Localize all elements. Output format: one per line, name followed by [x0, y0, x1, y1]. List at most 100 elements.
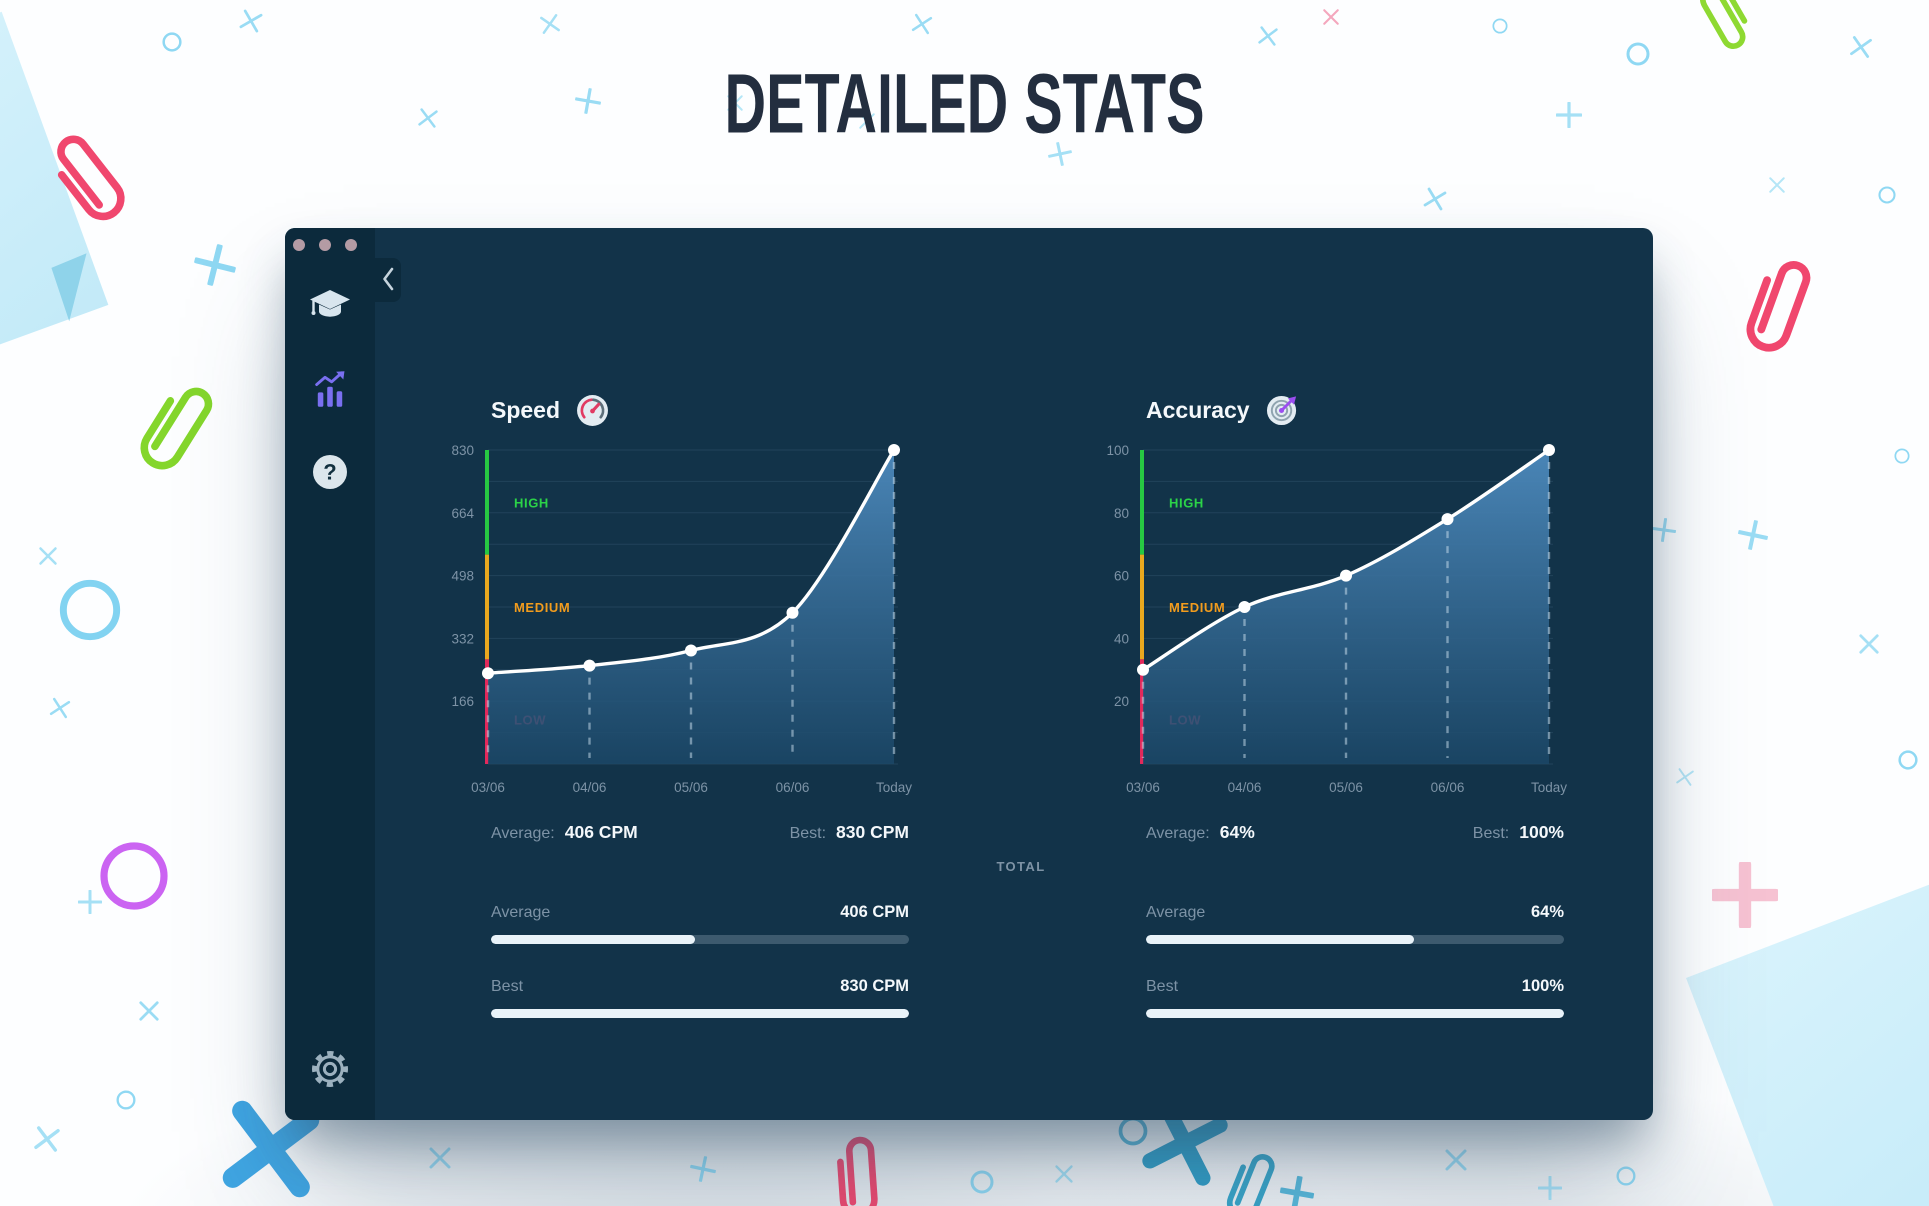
svg-text:830: 830	[451, 443, 474, 458]
chart-title: Speed	[491, 397, 561, 423]
svg-text:03/06: 03/06	[1126, 780, 1160, 795]
gear-icon	[307, 1046, 353, 1095]
svg-text:HIGH: HIGH	[1169, 495, 1204, 510]
minimize-button[interactable]	[319, 239, 331, 251]
svg-text:498: 498	[451, 569, 474, 584]
cross-decoration	[1850, 36, 1872, 58]
svg-text:60: 60	[1114, 569, 1129, 584]
plus-decoration	[689, 1155, 717, 1183]
svg-text:Today: Today	[876, 780, 912, 795]
circle-decoration	[162, 32, 182, 52]
bar-chart-icon	[310, 369, 350, 412]
average-label: Average:	[491, 825, 555, 842]
plus-decoration	[1737, 519, 1769, 551]
speed-summary: Average: 406 CPM Best: 830 CPM	[491, 822, 909, 843]
circle-decoration	[970, 1170, 994, 1194]
average-progress-bar	[1146, 935, 1564, 944]
cross-decoration	[39, 547, 57, 565]
progress-fill	[1146, 935, 1414, 944]
paper-sheet-decoration	[1686, 852, 1929, 1206]
progress-value: 64%	[1530, 903, 1564, 921]
svg-text:04/06: 04/06	[1228, 780, 1262, 795]
circle-decoration	[1878, 186, 1896, 204]
plus-decoration	[1538, 1176, 1562, 1200]
progress-label: Average	[1146, 904, 1206, 921]
accuracy-summary: Average: 64% Best: 100%	[1146, 822, 1564, 843]
sidebar-collapse-button[interactable]	[374, 258, 401, 302]
circle-decoration	[1898, 750, 1918, 770]
svg-text:05/06: 05/06	[674, 780, 708, 795]
progress-fill	[491, 935, 696, 944]
cross-decoration	[139, 1001, 159, 1021]
accuracy-panel: Accuracy HIGHMEDIUMLOW1008060402003/0604…	[1106, 228, 1567, 1120]
average-progress-block: Average 406 CPM	[491, 903, 909, 944]
cross-decoration	[911, 13, 933, 35]
plus-decoration	[193, 243, 237, 287]
svg-text:05/06: 05/06	[1329, 780, 1363, 795]
best-progress-block: Best 830 CPM	[491, 977, 909, 1018]
svg-text:?: ?	[323, 460, 336, 485]
circle-decoration	[1492, 18, 1508, 34]
plus-decoration	[1651, 517, 1677, 543]
speed-panel: Speed HIGHMEDIUMLOW83066449833216603/060…	[451, 228, 912, 1120]
cross-decoration	[429, 1147, 451, 1169]
cross-decoration	[49, 697, 71, 719]
sidebar: ?	[285, 228, 401, 1120]
speed-chart: HIGHMEDIUMLOW83066449833216603/0604/0605…	[451, 443, 912, 795]
svg-text:MEDIUM: MEDIUM	[514, 600, 570, 615]
svg-text:664: 664	[451, 506, 474, 521]
progress-value: 830 CPM	[840, 977, 909, 995]
sidebar-item-stats[interactable]	[285, 369, 375, 412]
zoom-button[interactable]	[345, 239, 357, 251]
svg-text:HIGH: HIGH	[514, 495, 549, 510]
progress-fill	[491, 1009, 909, 1018]
best-progress-bar	[1146, 1009, 1564, 1018]
chart-title: Accuracy	[1146, 397, 1250, 423]
svg-text:06/06: 06/06	[776, 780, 810, 795]
sidebar-item-learn[interactable]	[285, 288, 375, 325]
paper-fold-decoration	[51, 253, 87, 322]
speed-header: Speed	[491, 394, 609, 427]
svg-text:80: 80	[1114, 506, 1129, 521]
sidebar-item-help[interactable]: ?	[285, 452, 375, 495]
sidebar-item-settings[interactable]	[285, 1046, 375, 1095]
cross-decoration	[1055, 1165, 1073, 1183]
question-mark-icon: ?	[310, 452, 350, 495]
paperclip-decoration	[837, 1136, 878, 1206]
progress-fill	[1146, 1009, 1564, 1018]
svg-text:20: 20	[1114, 694, 1129, 709]
best-progress-bar	[491, 1009, 909, 1018]
accuracy-header: Accuracy	[1146, 394, 1299, 427]
svg-text:Today: Today	[1531, 780, 1567, 795]
average-stat: Average: 406 CPM	[491, 822, 638, 843]
svg-text:332: 332	[451, 631, 474, 646]
cross-decoration	[1323, 9, 1339, 25]
average-progress-bar	[491, 935, 909, 944]
cross-decoration	[1769, 177, 1785, 193]
paperclip-decoration	[1746, 261, 1811, 352]
svg-text:03/06: 03/06	[471, 780, 505, 795]
progress-label: Average	[491, 904, 551, 921]
progress-value: 406 CPM	[840, 903, 909, 921]
best-stat: Best: 830 CPM	[790, 822, 909, 843]
average-label: Average:	[1146, 825, 1210, 842]
cross-decoration	[1423, 187, 1447, 211]
best-progress-block: Best 100%	[1146, 977, 1564, 1018]
svg-text:166: 166	[451, 694, 474, 709]
cross-decoration	[239, 9, 263, 33]
close-button[interactable]	[293, 239, 305, 251]
circle-decoration	[1616, 1166, 1636, 1186]
cross-decoration	[34, 1126, 60, 1152]
svg-text:06/06: 06/06	[1431, 780, 1465, 795]
page-title: DETAILED STATS	[724, 56, 1205, 151]
target-icon	[1266, 394, 1299, 427]
best-label: Best:	[789, 825, 827, 842]
average-value: 406 CPM	[564, 822, 638, 842]
progress-value: 100%	[1521, 977, 1564, 995]
speedometer-icon	[576, 394, 609, 427]
paper-sheet-decoration	[0, 11, 109, 385]
plus-decoration	[1278, 1174, 1316, 1206]
plus-decoration	[78, 890, 102, 914]
average-value: 64%	[1219, 822, 1255, 842]
